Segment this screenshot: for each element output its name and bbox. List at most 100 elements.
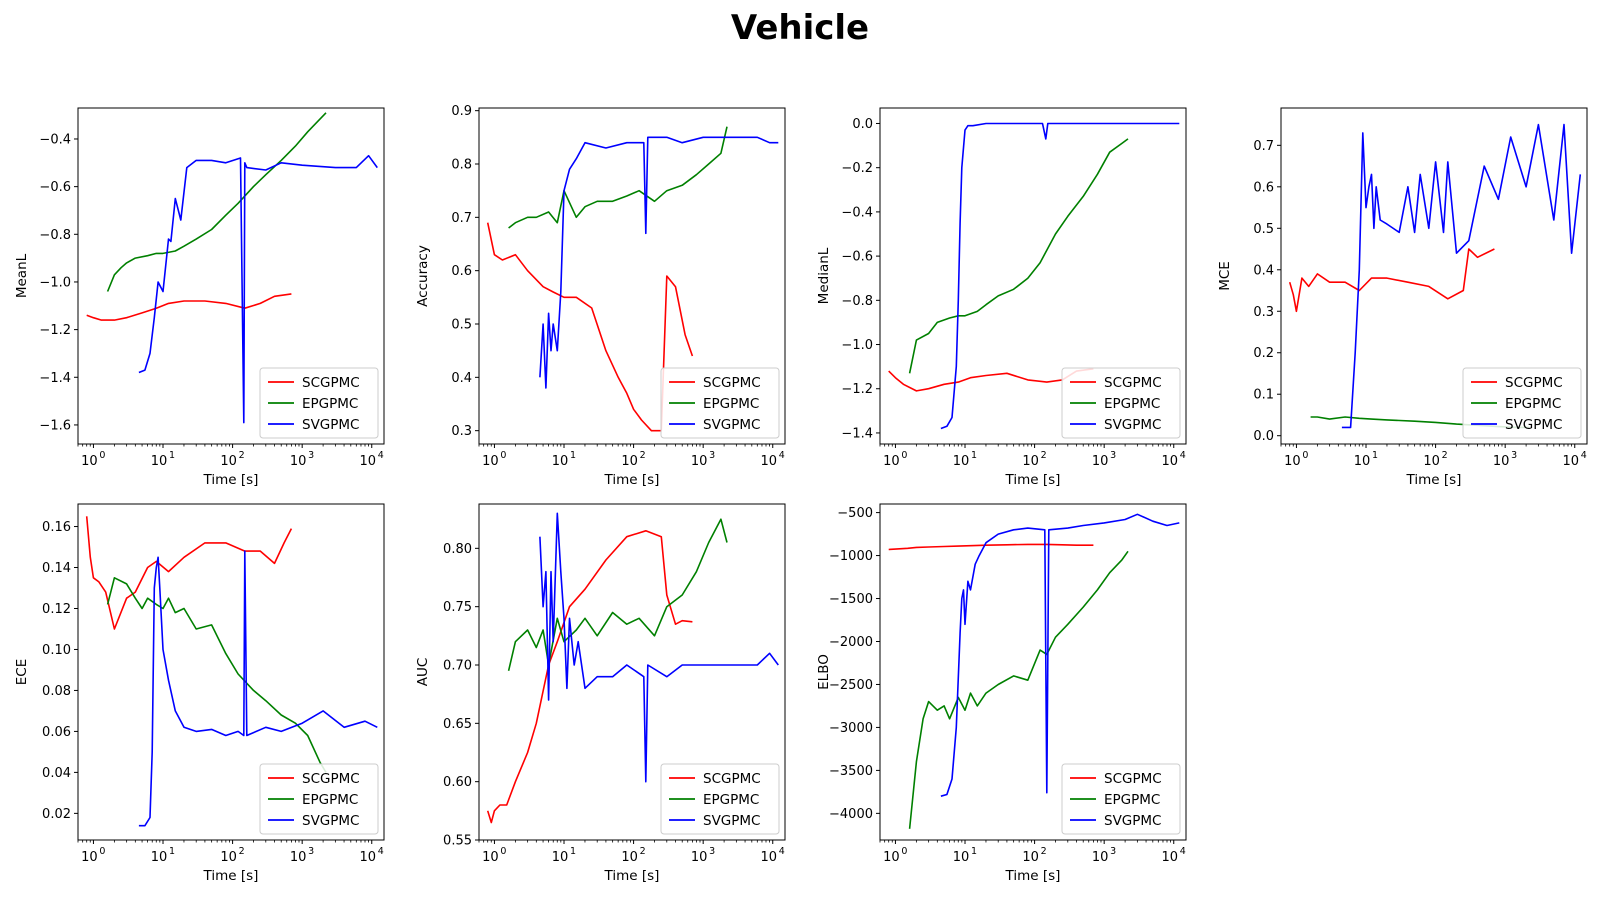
series-line-scgpmc: [85, 516, 293, 630]
series-line-epgpmc: [908, 550, 1129, 829]
x-tick-label: 10: [81, 850, 98, 865]
subplot-medianl: −1.4−1.2−1.0−0.8−0.6−0.4−0.20.010 0 10 1 10 2…: [816, 107, 1187, 488]
y-tick-label: −1500: [829, 592, 873, 607]
x-tick-exponent: 1: [971, 450, 977, 461]
y-tick-label: −4000: [829, 807, 873, 822]
y-tick-label: 0.3: [1253, 305, 1274, 320]
legend-label: SCGPMC: [302, 375, 360, 391]
legend-box: [259, 367, 379, 439]
y-tick-label: 0.06: [42, 725, 71, 740]
x-tick-label: 10: [552, 850, 569, 865]
y-tick-label: 0.7: [451, 211, 472, 226]
x-axis-label: Time [s]: [1005, 868, 1061, 884]
y-tick-label: −0.4: [39, 132, 71, 147]
x-tick-label: 10: [81, 454, 98, 469]
series-line-svgpmc: [940, 513, 1180, 797]
x-tick-exponent: 3: [1110, 450, 1116, 461]
series-line-scgpmc: [1288, 248, 1495, 313]
y-tick-label: 0.12: [42, 602, 71, 617]
x-tick-exponent: 0: [500, 450, 506, 461]
legend-label: SCGPMC: [302, 771, 360, 787]
x-tick-label: 10: [883, 454, 900, 469]
x-tick-exponent: 0: [901, 450, 907, 461]
axes-frame: [879, 107, 1187, 445]
x-tick-label: 10: [290, 454, 307, 469]
x-axis-label: Time [s]: [604, 472, 660, 488]
x-tick-exponent: 2: [640, 450, 646, 461]
y-tick-label: 0.65: [443, 717, 472, 732]
y-tick-label: −1.2: [841, 382, 873, 397]
y-axis-label: MCE: [1217, 261, 1233, 291]
x-tick-exponent: 2: [1041, 846, 1047, 857]
x-axis-label: Time [s]: [203, 868, 259, 884]
y-tick-label: 0.8: [451, 158, 472, 173]
x-tick-exponent: 0: [500, 846, 506, 857]
x-tick-label: 10: [359, 850, 376, 865]
y-tick-label: −3500: [829, 764, 873, 779]
x-tick-label: 10: [482, 850, 499, 865]
legend-label: SVGPMC: [1505, 417, 1562, 433]
x-tick-exponent: 1: [169, 450, 175, 461]
series-line-svgpmc: [539, 136, 779, 389]
x-tick-exponent: 4: [378, 450, 384, 461]
x-tick-label: 10: [1092, 850, 1109, 865]
y-tick-label: 0.3: [451, 424, 472, 439]
y-tick-label: −1.0: [39, 275, 71, 290]
legend-box: [1061, 367, 1181, 439]
x-tick-exponent: 4: [779, 450, 785, 461]
x-tick-label: 10: [883, 850, 900, 865]
y-tick-label: 0.9: [451, 104, 472, 119]
x-tick-exponent: 0: [1302, 450, 1308, 461]
series-line-epgpmc: [507, 518, 728, 671]
axes-frame: [77, 107, 385, 445]
y-tick-label: −0.2: [841, 161, 873, 176]
x-tick-exponent: 2: [1442, 450, 1448, 461]
legend: SCGPMC EPGPMC SVGPMC: [660, 763, 780, 835]
x-tick-label: 10: [1284, 454, 1301, 469]
y-tick-label: −1.4: [841, 426, 873, 441]
x-tick-exponent: 3: [1511, 450, 1517, 461]
x-axis-label: Time [s]: [203, 472, 259, 488]
y-tick-label: 0.0: [852, 117, 873, 132]
y-tick-label: 0.16: [42, 520, 71, 535]
legend-label: SVGPMC: [703, 417, 760, 433]
legend-box: [1462, 367, 1582, 439]
x-tick-label: 10: [1092, 454, 1109, 469]
x-axis-label: Time [s]: [1406, 472, 1462, 488]
y-tick-label: 0.70: [443, 659, 472, 674]
axes-frame: [879, 503, 1187, 841]
y-tick-label: −1.2: [39, 323, 71, 338]
series-line-scgpmc: [86, 293, 292, 321]
y-tick-label: −1.6: [39, 418, 71, 433]
series-line-scgpmc: [486, 222, 694, 432]
x-tick-label: 10: [621, 850, 638, 865]
legend-label: SCGPMC: [1104, 375, 1162, 391]
x-tick-exponent: 3: [1110, 846, 1116, 857]
y-tick-label: 0.08: [42, 684, 71, 699]
legend-label: EPGPMC: [703, 792, 759, 808]
x-tick-label: 10: [1022, 454, 1039, 469]
x-tick-label: 10: [1562, 454, 1579, 469]
legend-label: SCGPMC: [1104, 771, 1162, 787]
x-tick-exponent: 4: [1180, 846, 1186, 857]
y-tick-label: 0.0: [1253, 429, 1274, 444]
y-tick-label: −2000: [829, 635, 873, 650]
x-tick-label: 10: [359, 454, 376, 469]
legend: SCGPMC EPGPMC SVGPMC: [1462, 367, 1582, 439]
y-tick-label: 0.6: [1253, 180, 1274, 195]
legend-label: EPGPMC: [1505, 396, 1561, 412]
legend-label: EPGPMC: [1104, 792, 1160, 808]
y-tick-label: 0.14: [42, 561, 71, 576]
y-tick-label: −1.0: [841, 338, 873, 353]
series-line-scgpmc: [486, 529, 693, 824]
x-tick-exponent: 1: [169, 846, 175, 857]
x-tick-label: 10: [621, 454, 638, 469]
x-tick-label: 10: [953, 850, 970, 865]
series-line-scgpmc: [888, 543, 1094, 551]
series-line-svgpmc: [539, 512, 779, 783]
legend-label: SVGPMC: [703, 813, 760, 829]
y-tick-label: 0.4: [451, 371, 472, 386]
x-tick-label: 10: [151, 454, 168, 469]
